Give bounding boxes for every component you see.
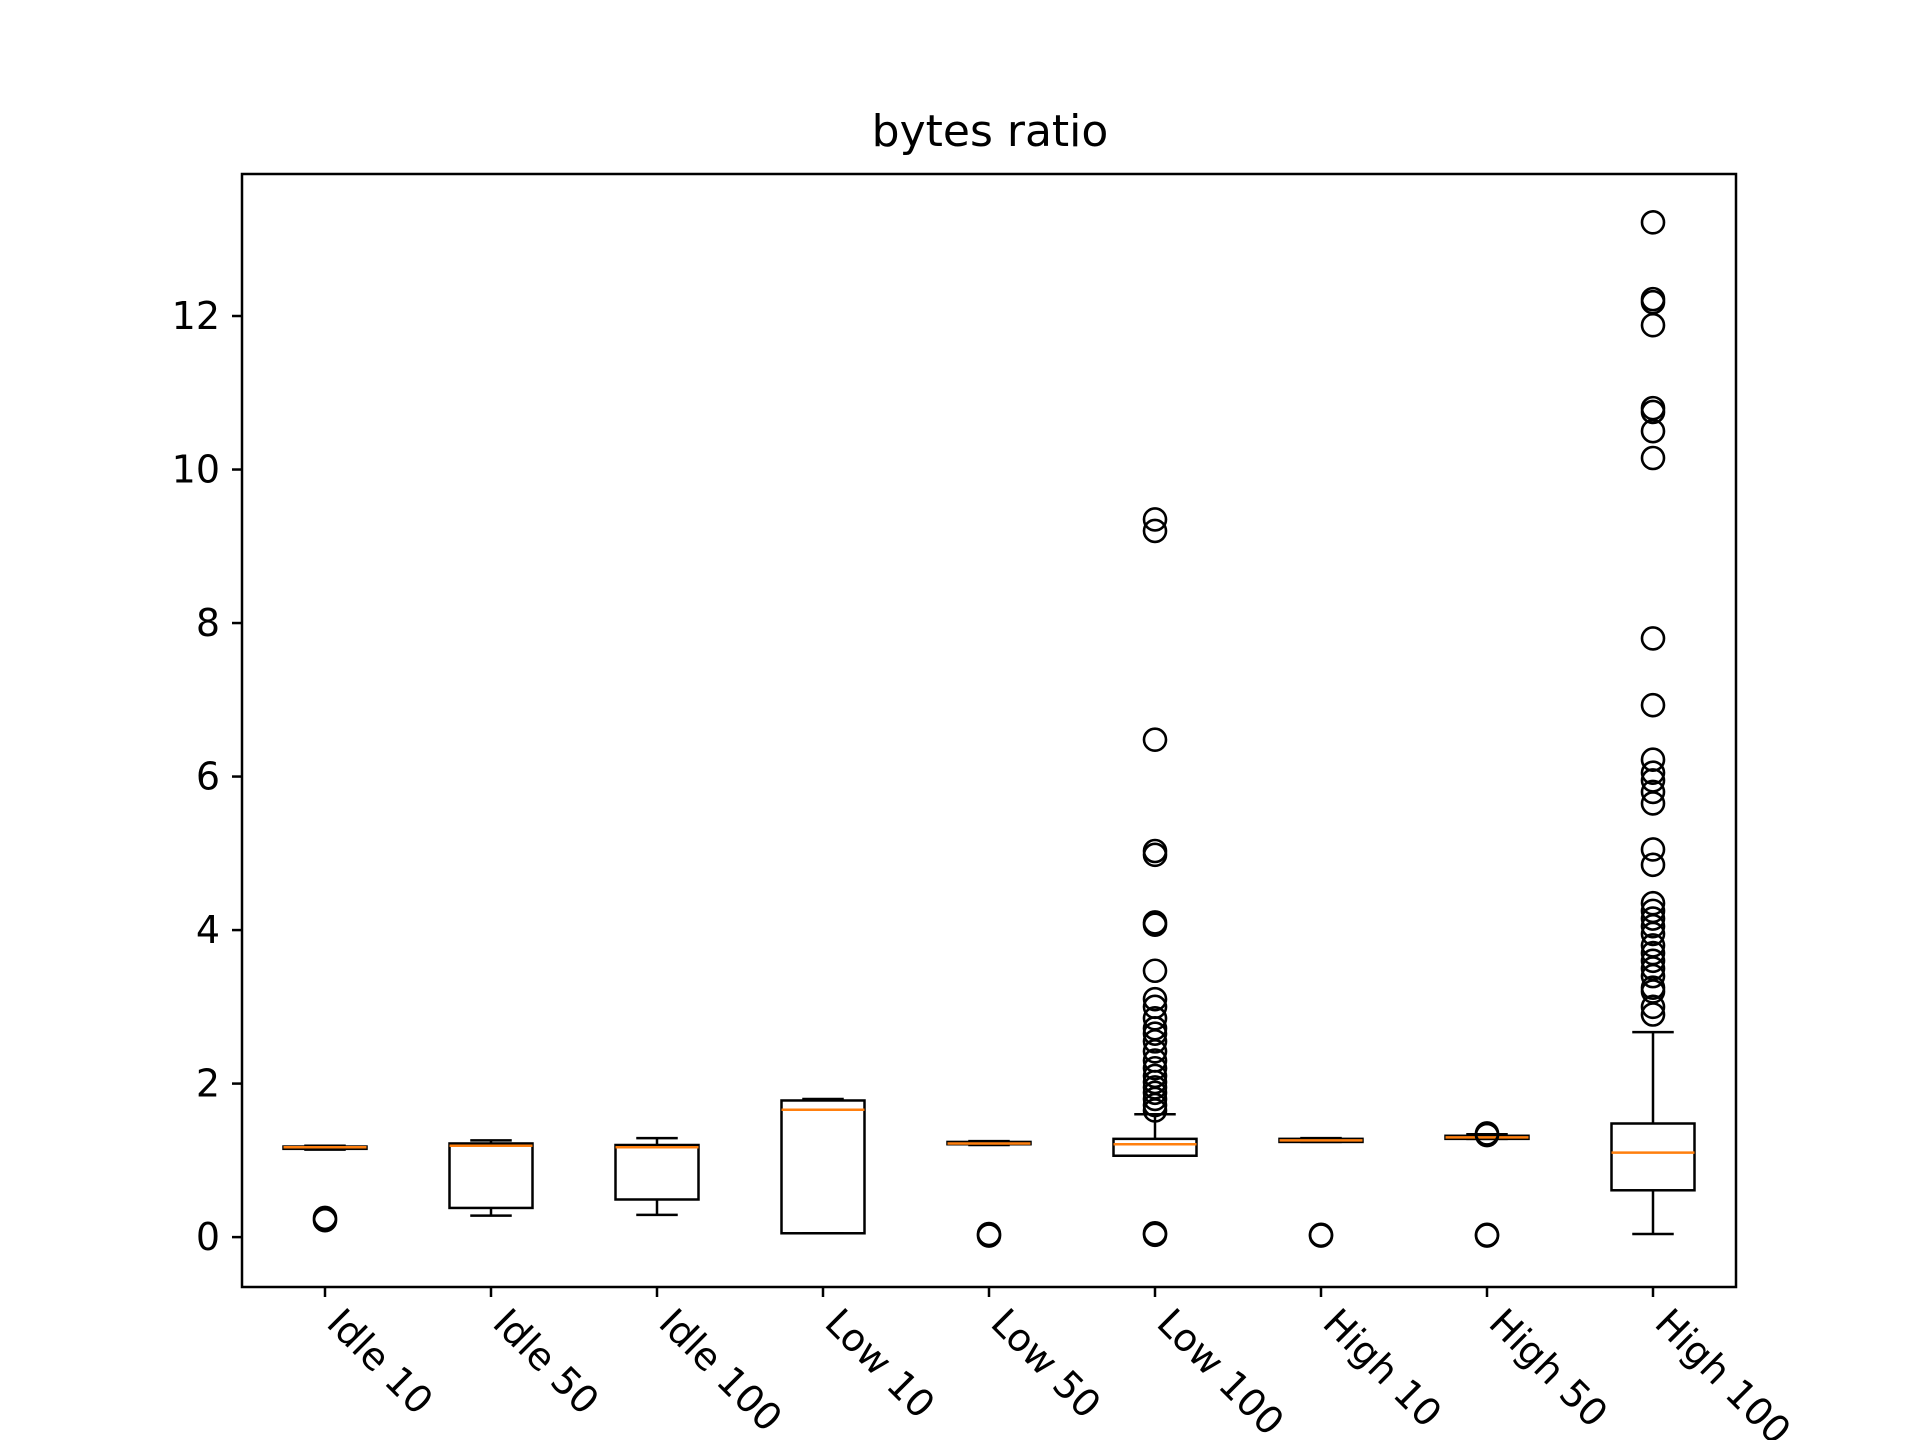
outlier-point [1142, 1220, 1168, 1246]
outlier-point [1640, 626, 1666, 651]
y-tick-label: 8 [196, 601, 220, 645]
box-group [614, 1136, 700, 1217]
plot-area [282, 210, 1696, 1248]
outlier-point [1142, 1006, 1168, 1031]
x-tick-label: High 50 [1481, 1300, 1617, 1436]
outlier-point [1640, 395, 1666, 421]
box-group [946, 1139, 1032, 1248]
outlier-point [1640, 994, 1666, 1020]
outlier-point [1142, 910, 1168, 935]
chart-title: bytes ratio [872, 106, 1109, 157]
x-tick-label: Idle 10 [319, 1300, 442, 1423]
outlier-point [1474, 1222, 1500, 1248]
outlier-point [1640, 933, 1666, 958]
outlier-point [1640, 948, 1666, 974]
iqr-box [1610, 1122, 1696, 1192]
outlier-point [1640, 940, 1666, 966]
outlier-point [1640, 210, 1666, 235]
y-tick-label: 4 [196, 908, 220, 952]
y-tick-label: 0 [196, 1215, 220, 1259]
outlier-point [1640, 890, 1666, 916]
outlier-point [976, 1221, 1002, 1247]
outlier-point [1640, 692, 1666, 718]
outlier-point [312, 1205, 338, 1231]
outlier-point [1142, 518, 1168, 544]
x-tick-label: Low 10 [817, 1300, 944, 1427]
outlier-point [1640, 779, 1666, 805]
x-tick-label: High 100 [1647, 1300, 1800, 1440]
outlier-point [1640, 445, 1666, 471]
outlier-point [1640, 898, 1666, 924]
axes-frame [240, 172, 1738, 1289]
outlier-point [1640, 852, 1666, 878]
outlier-point [1142, 1063, 1168, 1089]
x-tick-label: Idle 100 [651, 1300, 791, 1440]
iqr-box [448, 1142, 534, 1210]
outlier-point [1142, 986, 1168, 1012]
box-group [1112, 507, 1198, 1248]
outlier-point [1640, 906, 1666, 931]
box-group [780, 1097, 866, 1235]
box-group [1610, 210, 1696, 1236]
y-tick-label: 2 [196, 1062, 220, 1106]
outlier-point [1142, 727, 1168, 753]
box-group [448, 1139, 534, 1217]
y-axis: 0 2 4 6 8 10 12 [172, 294, 242, 1259]
x-tick-label: Idle 50 [485, 1300, 608, 1423]
iqr-box [1112, 1137, 1198, 1157]
box-group [1444, 1121, 1530, 1248]
box-group [282, 1144, 368, 1233]
outlier-point [1142, 507, 1168, 532]
box-group [1278, 1136, 1364, 1248]
y-tick-label: 6 [196, 755, 220, 799]
outlier-point [1640, 975, 1666, 1000]
outlier-point [1640, 747, 1666, 772]
outlier-point [1142, 1055, 1168, 1081]
x-tick-label: High 10 [1315, 1300, 1451, 1436]
y-tick-label: 12 [172, 294, 220, 338]
iqr-box [780, 1099, 866, 1235]
outlier-point [1142, 838, 1168, 864]
x-tick-label: Low 100 [1149, 1300, 1293, 1440]
outlier-point [1474, 1121, 1500, 1146]
outlier-point [1640, 760, 1666, 786]
outlier-point [1142, 994, 1168, 1020]
outlier-point [1142, 1048, 1168, 1073]
outlier-point [1640, 286, 1666, 312]
outlier-point [1640, 312, 1666, 338]
y-tick-label: 10 [172, 448, 220, 492]
outlier-point [1142, 958, 1168, 984]
outlier-point [1640, 837, 1666, 862]
outlier-point [1308, 1222, 1334, 1248]
x-axis: Idle 10 Idle 50 Idle 100 Low 10 Low 50 Low 10… [319, 1287, 1800, 1440]
iqr-box [614, 1143, 700, 1201]
x-tick-label: Low 50 [983, 1300, 1110, 1427]
